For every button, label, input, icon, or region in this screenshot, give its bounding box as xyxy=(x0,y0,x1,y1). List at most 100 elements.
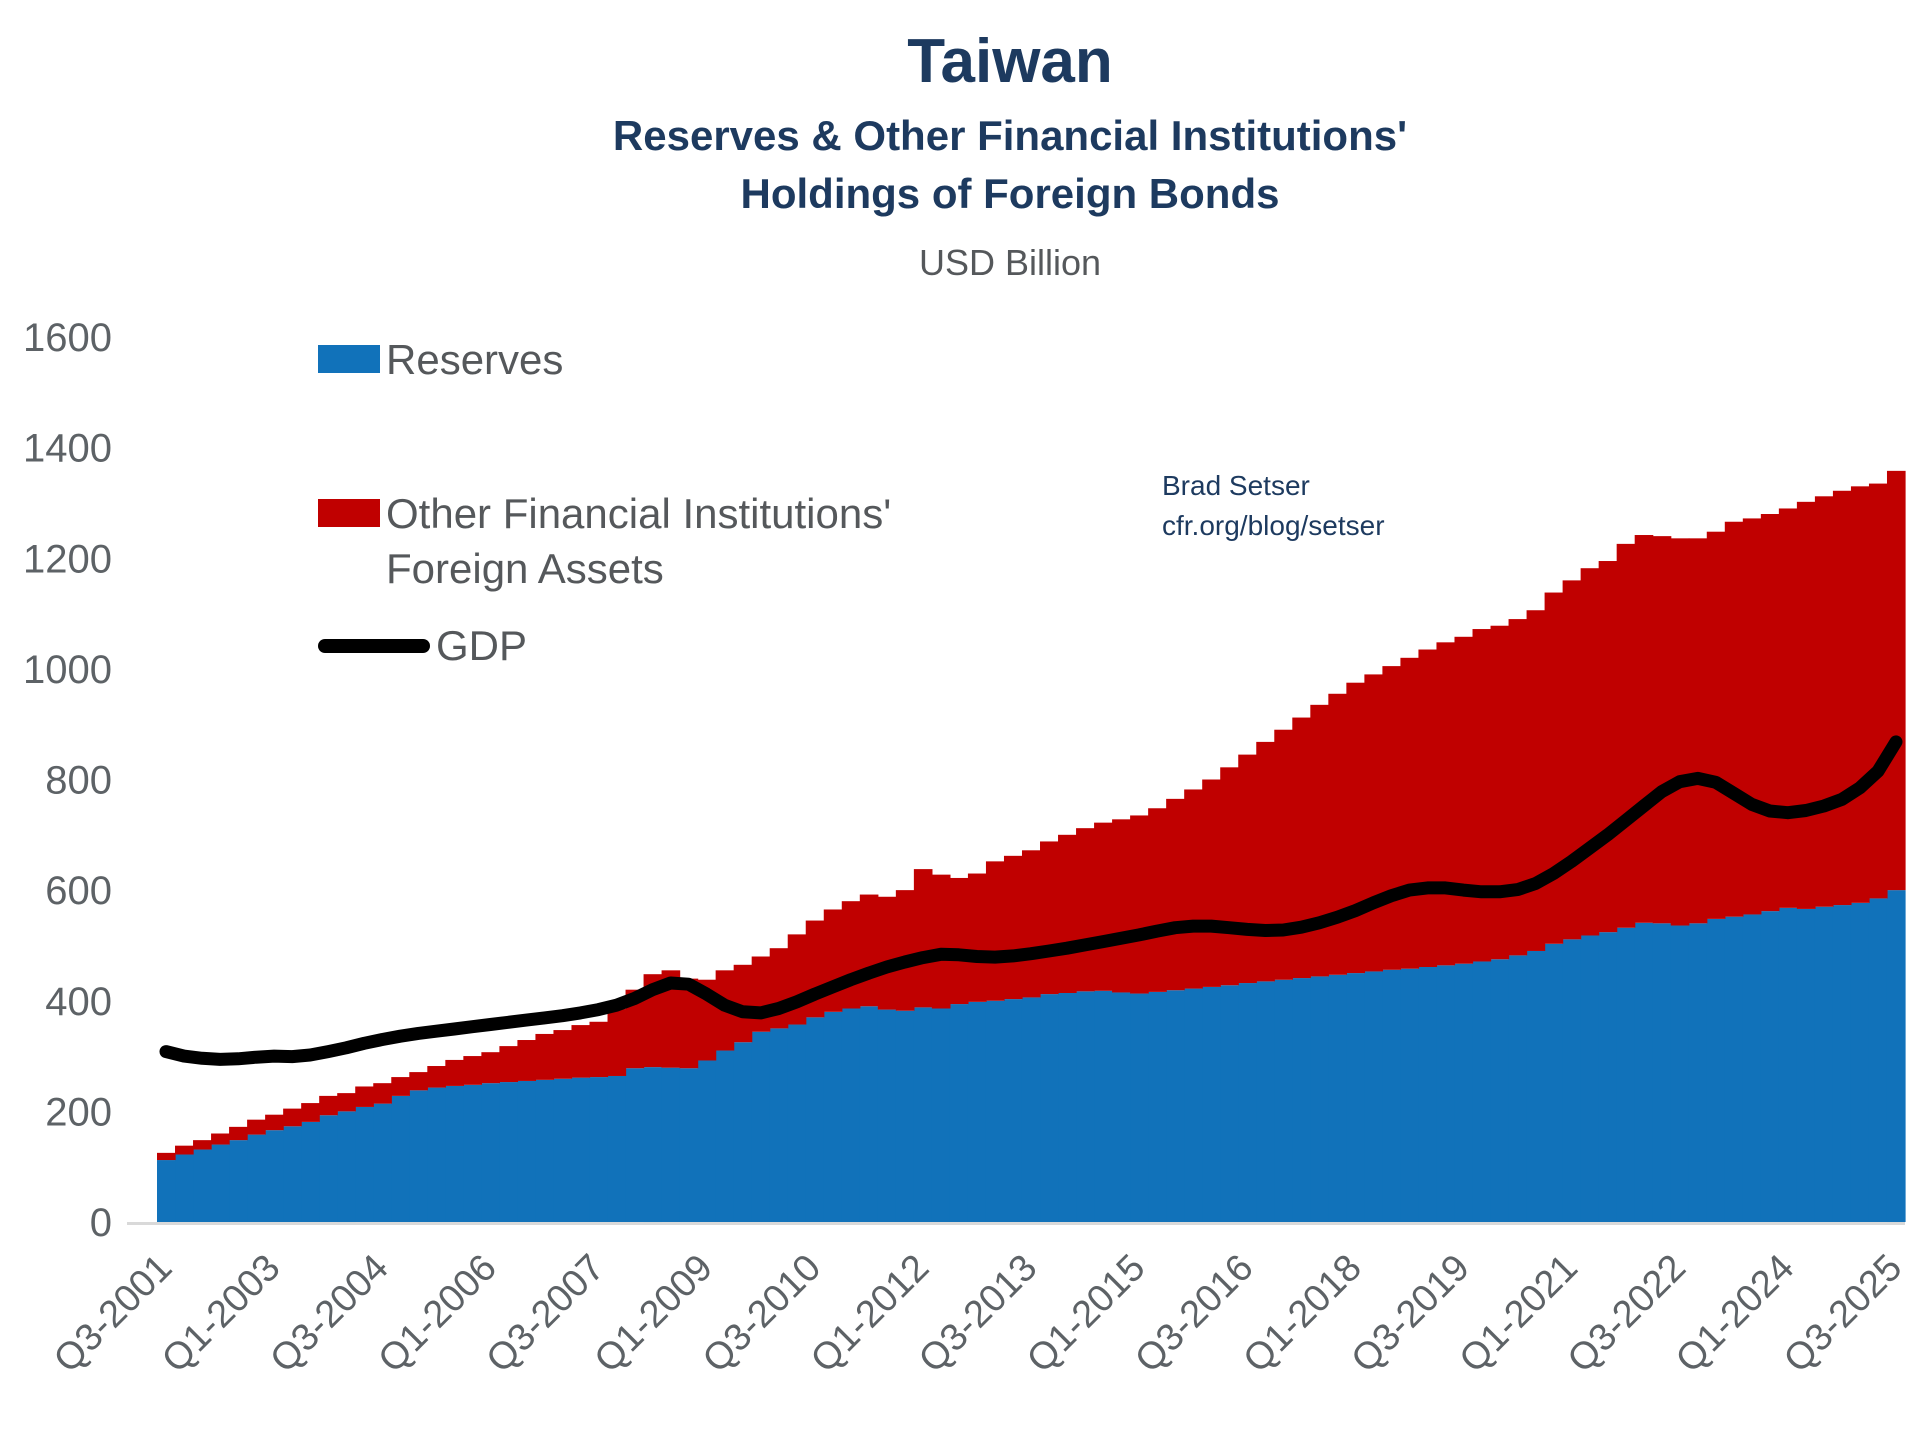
reserves-bar xyxy=(1292,978,1311,1222)
x-tick-label: Q3-2004 xyxy=(262,1247,396,1381)
reserves-bar xyxy=(1490,959,1510,1222)
x-tick-label: Q3-2001 xyxy=(46,1247,180,1381)
reserves-bar xyxy=(751,1031,771,1222)
reserves-bar xyxy=(1814,906,1834,1222)
reserves-bar xyxy=(697,1060,717,1222)
reserves-bar xyxy=(1003,999,1023,1222)
chart-subtitle-line1: Reserves & Other Financial Institutions' xyxy=(612,112,1408,159)
reserves-bar xyxy=(247,1134,266,1222)
reserves-bar xyxy=(1166,990,1185,1222)
reserves-bar xyxy=(337,1111,356,1223)
y-tick-label: 0 xyxy=(90,1201,112,1245)
ofi-bar xyxy=(1490,625,1510,960)
x-tick-label: Q1-2012 xyxy=(803,1247,937,1381)
x-tick-label: Q1-2015 xyxy=(1019,1247,1153,1381)
ofi-bar xyxy=(1634,535,1654,923)
ofi-bar xyxy=(751,956,771,1032)
ofi-bar xyxy=(1094,822,1113,991)
ofi-bar xyxy=(1418,649,1438,968)
reserves-bar xyxy=(661,1067,681,1222)
ofi-bar xyxy=(1796,501,1816,909)
ofi-swatch-icon xyxy=(318,499,380,527)
reserves-bar xyxy=(1778,907,1798,1222)
reserves-bar xyxy=(1130,993,1149,1222)
ofi-bar xyxy=(1868,483,1888,899)
reserves-bar xyxy=(931,1008,951,1222)
author-url: cfr.org/blog/setser xyxy=(1162,510,1385,541)
ofi-bar xyxy=(1454,636,1474,964)
x-tick-label: Q3-2022 xyxy=(1560,1247,1694,1381)
ofi-bar xyxy=(1886,470,1906,891)
reserves-bar xyxy=(1598,932,1618,1222)
reserves-bar xyxy=(1310,976,1329,1222)
ofi-bar xyxy=(463,1056,482,1085)
reserves-bar xyxy=(427,1087,446,1222)
ofi-bar xyxy=(1544,592,1564,944)
ofi-bar xyxy=(859,894,879,1007)
reserves-legend-label: Reserves xyxy=(386,336,564,383)
chart-subtitle-line2: Holdings of Foreign Bonds xyxy=(740,170,1280,217)
reserves-bar xyxy=(643,1067,663,1223)
ofi-bar xyxy=(1220,767,1239,986)
reserves-bar xyxy=(319,1115,338,1222)
ofi-bar xyxy=(1688,538,1708,924)
reserves-bar xyxy=(1418,967,1438,1222)
reserves-bar xyxy=(1112,992,1131,1222)
ofi-bar xyxy=(1850,486,1870,903)
reserves-bar xyxy=(409,1090,428,1222)
reserves-bar xyxy=(1526,950,1546,1222)
ofi-bar xyxy=(1274,729,1293,980)
reserves-bar xyxy=(1454,963,1474,1222)
ofi-bar xyxy=(1166,798,1185,991)
ofi-bar xyxy=(823,909,843,1012)
ofi-bar xyxy=(1364,674,1383,972)
gdp-line xyxy=(159,735,1903,1066)
ofi-bar xyxy=(517,1040,537,1081)
x-tick-label: Q1-2009 xyxy=(587,1247,721,1381)
ofi-bar xyxy=(913,869,933,1008)
reserves-bar xyxy=(1544,943,1564,1222)
reserves-bar xyxy=(463,1084,482,1222)
ofi-bar xyxy=(1652,536,1672,924)
ofi-bar xyxy=(571,1025,591,1078)
reserves-bar xyxy=(1634,922,1654,1222)
ofi-bar xyxy=(841,901,861,1009)
reserves-bar xyxy=(967,1001,987,1222)
ofi-bar xyxy=(607,1009,627,1076)
y-tick-label: 200 xyxy=(45,1090,112,1134)
ofi-bar xyxy=(1112,819,1131,993)
reserves-bar xyxy=(535,1079,555,1222)
x-tick-label: Q1-2021 xyxy=(1452,1247,1586,1381)
reserves-bar xyxy=(1400,968,1420,1222)
reserves-bar xyxy=(445,1085,464,1222)
reserves-bar xyxy=(265,1130,284,1222)
ofi-bar xyxy=(1742,518,1762,915)
reserves-bar xyxy=(1256,981,1275,1222)
reserves-bar xyxy=(913,1007,933,1222)
reserves-bar xyxy=(571,1077,591,1222)
x-tick-label: Q3-2013 xyxy=(911,1247,1045,1381)
reserves-bar xyxy=(1796,908,1816,1222)
ofi-bar xyxy=(427,1066,446,1088)
ofi-bar xyxy=(1832,490,1852,906)
ofi-bar xyxy=(535,1033,555,1080)
ofi-bar xyxy=(1760,514,1780,912)
ofi-bar xyxy=(1238,754,1257,984)
ofi-legend-label-line2: Foreign Assets xyxy=(386,545,664,592)
x-tick-label: Q3-2019 xyxy=(1344,1247,1478,1381)
x-tick-label: Q3-2025 xyxy=(1776,1247,1910,1381)
reserves-bar xyxy=(949,1004,969,1222)
ofi-bar xyxy=(949,877,969,1005)
reserves-bar xyxy=(733,1042,753,1222)
reserves-bar xyxy=(1094,990,1113,1222)
ofi-bar xyxy=(1382,666,1402,970)
ofi-bar xyxy=(175,1145,194,1155)
chart-units-label: USD Billion xyxy=(918,242,1102,283)
reserves-bar xyxy=(1688,923,1708,1222)
ofi-bar xyxy=(337,1093,356,1112)
ofi-bar xyxy=(319,1095,338,1116)
ofi-bar xyxy=(1508,619,1528,956)
reserves-swatch-icon xyxy=(318,345,380,373)
ofi-bar xyxy=(985,861,1005,1001)
gdp-legend-label: GDP xyxy=(436,622,528,669)
